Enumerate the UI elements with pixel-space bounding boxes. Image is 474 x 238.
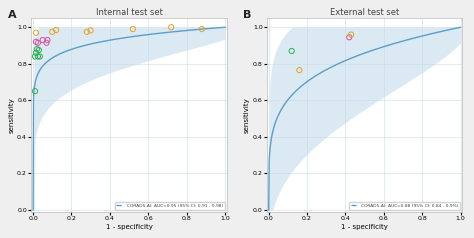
X-axis label: 1 - specificity: 1 - specificity xyxy=(106,224,153,230)
Point xyxy=(87,29,94,32)
Title: External test set: External test set xyxy=(330,8,399,17)
Point xyxy=(32,51,40,55)
Point xyxy=(129,27,137,31)
Text: B: B xyxy=(243,10,252,20)
Point xyxy=(34,41,42,45)
Point xyxy=(31,55,39,58)
Y-axis label: sensitivity: sensitivity xyxy=(9,97,14,133)
X-axis label: 1 - specificity: 1 - specificity xyxy=(341,224,388,230)
Point xyxy=(52,28,60,32)
Point xyxy=(198,27,206,31)
Point xyxy=(346,35,353,39)
Point xyxy=(167,25,175,29)
Title: Internal test set: Internal test set xyxy=(96,8,163,17)
Point xyxy=(347,33,355,36)
Point xyxy=(83,30,91,34)
Point xyxy=(43,41,50,45)
Point xyxy=(39,38,46,42)
Legend: CORAD5-AI: AUC=0.88 (95% CI: 0.84 - 0.9%): CORAD5-AI: AUC=0.88 (95% CI: 0.84 - 0.9%… xyxy=(349,202,460,209)
Point xyxy=(36,55,44,58)
Point xyxy=(33,47,41,51)
Point xyxy=(48,30,56,34)
Point xyxy=(31,89,39,93)
Text: A: A xyxy=(8,10,16,20)
Y-axis label: sensitivity: sensitivity xyxy=(244,97,250,133)
Point xyxy=(44,38,51,42)
Point xyxy=(32,40,40,44)
Point xyxy=(35,48,43,52)
Point xyxy=(32,31,40,35)
Point xyxy=(296,68,303,72)
Legend: CORAD5-AI: AUC=0.95 (95% CI: 0.91 - 0.98): CORAD5-AI: AUC=0.95 (95% CI: 0.91 - 0.98… xyxy=(115,202,225,209)
Point xyxy=(34,55,42,58)
Point xyxy=(288,49,295,53)
